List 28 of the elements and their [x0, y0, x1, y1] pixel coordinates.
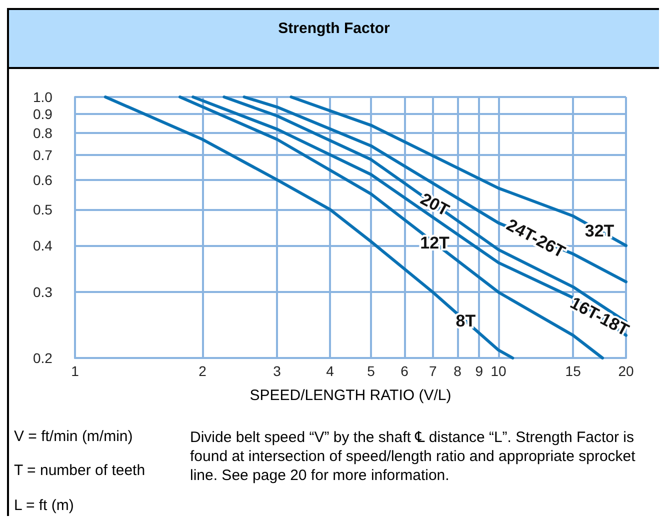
x-tick-label: 1 [71, 363, 80, 379]
x-tick-label: 2 [198, 363, 207, 379]
y-tick-label: 0.9 [33, 106, 53, 122]
text: L = ft (m) [14, 497, 74, 514]
text: V = ft/min (m/min) [14, 428, 133, 445]
x-tick-label: 4 [326, 363, 334, 379]
chart-title: Strength Factor [277, 20, 391, 37]
x-tick-label: 6 [400, 363, 409, 379]
text: T = number of teeth [14, 462, 146, 479]
y-tick-label: 0.8 [33, 125, 53, 142]
x-tick-label: 7 [429, 363, 438, 379]
x-tick-label: 8 [454, 363, 462, 379]
y-tick-label: 0.4 [33, 238, 53, 254]
y-tick-label: 0.3 [33, 284, 53, 300]
x-tick-label: 15 [565, 363, 582, 379]
x-tick-label: 20 [618, 363, 634, 379]
text: Divide belt speed “V” by the shaft ℄ distance “L”. Strength Factor is found at intersection of speed/length ratio and appropriate sprocket line. See page 20 for more information. [190, 428, 636, 485]
x-tick-label: 9 [475, 363, 484, 379]
x-tick-label: 3 [273, 363, 282, 379]
x-tick-label: 5 [367, 363, 376, 379]
y-tick-label: 0.7 [33, 146, 53, 163]
y-tick-label: 0.6 [33, 172, 53, 188]
text: 20T [417, 189, 453, 220]
x-tick-label: 10 [490, 363, 507, 379]
y-tick-label: 1.0 [33, 89, 53, 105]
x-axis-title: SPEED/LENGTH RATIO (V/L) [250, 387, 452, 404]
y-tick-label: 0.5 [33, 201, 53, 218]
y-tick-label: 0.2 [33, 350, 53, 366]
